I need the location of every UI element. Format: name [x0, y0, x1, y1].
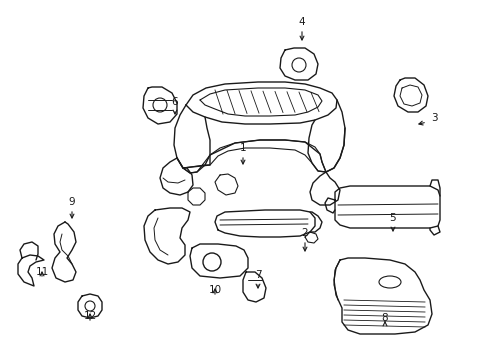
Text: 8: 8	[381, 313, 387, 323]
Text: 3: 3	[430, 113, 436, 123]
Text: 5: 5	[389, 213, 395, 223]
Text: 6: 6	[171, 97, 178, 107]
Text: 7: 7	[254, 270, 261, 280]
Text: 2: 2	[301, 228, 307, 238]
Text: 10: 10	[208, 285, 221, 295]
Text: 4: 4	[298, 17, 305, 27]
Text: 11: 11	[35, 267, 48, 277]
Text: 1: 1	[239, 143, 246, 153]
Text: 12: 12	[83, 311, 97, 321]
Text: 9: 9	[68, 197, 75, 207]
